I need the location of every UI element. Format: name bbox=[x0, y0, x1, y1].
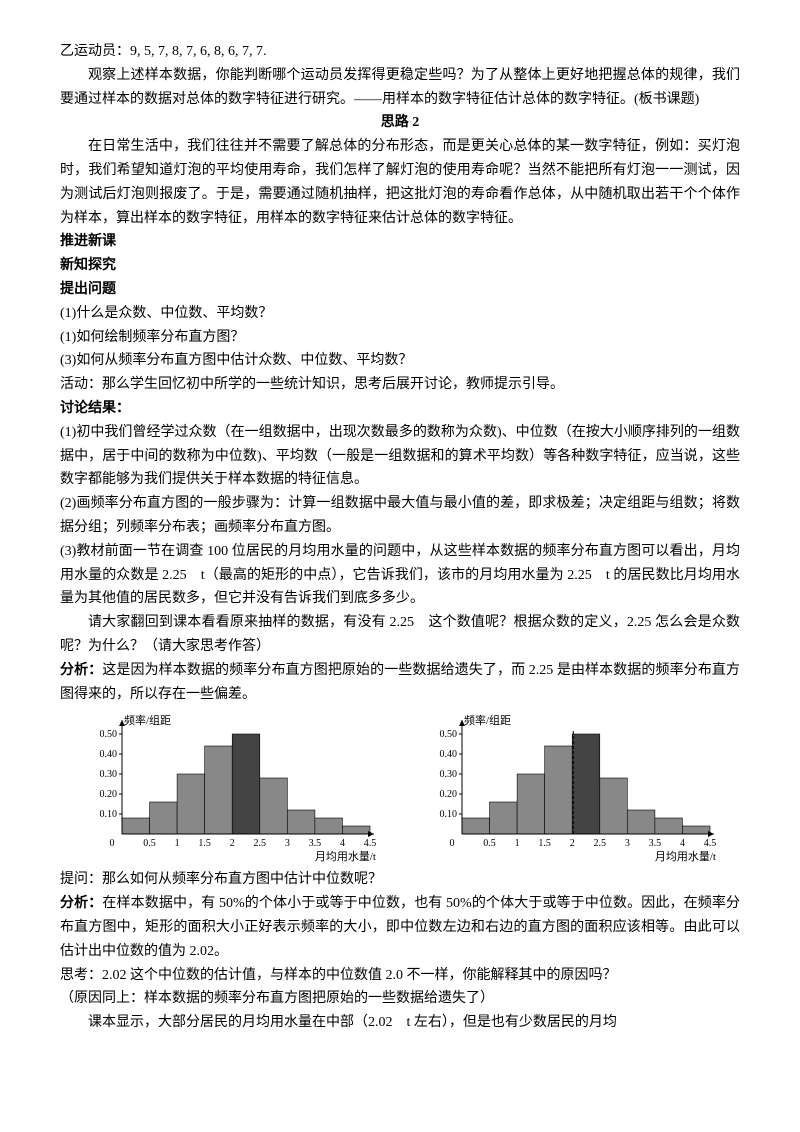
svg-text:0.40: 0.40 bbox=[440, 749, 458, 760]
histogram-right: 0.10 0.20 0.30 0.40 0.50 0.5 1 1.5 2 2.5 3 3.5 4 4.5 0… bbox=[420, 712, 720, 862]
question-1: (1)什么是众数、中位数、平均数？ bbox=[60, 302, 740, 326]
svg-text:0.20: 0.20 bbox=[100, 789, 118, 800]
svg-text:0.50: 0.50 bbox=[100, 729, 118, 740]
analysis-text-1: 这是因为样本数据的频率分布直方图把原始的一些数据给遗失了，而 2.25 是由样本… bbox=[60, 663, 740, 702]
athlete-b-data: 乙运动员：9, 5, 7, 8, 7, 6, 8, 6, 7, 7. bbox=[60, 40, 740, 64]
analysis-1: 分析：这是因为样本数据的频率分布直方图把原始的一些数据给遗失了，而 2.25 是… bbox=[60, 659, 740, 707]
svg-text:3: 3 bbox=[285, 838, 290, 849]
svg-text:1.5: 1.5 bbox=[538, 838, 551, 849]
heading-taolun: 讨论结果： bbox=[60, 397, 740, 421]
svg-text:2: 2 bbox=[230, 838, 235, 849]
svg-text:1: 1 bbox=[515, 838, 520, 849]
svg-text:0.5: 0.5 bbox=[143, 838, 156, 849]
svg-text:2: 2 bbox=[570, 838, 575, 849]
svg-text:0.20: 0.20 bbox=[440, 789, 458, 800]
activity-paragraph: 活动：那么学生回忆初中所学的一些统计知识，思考后展开讨论，教师提示引导。 bbox=[60, 373, 740, 397]
answer-2: (2)画频率分布直方图的一般步骤为：计算一组数据中最大值与最小值的差，即求极差；… bbox=[60, 492, 740, 540]
svg-text:0.40: 0.40 bbox=[100, 749, 118, 760]
answer-1: (1)初中我们曾经学过众数（在一组数据中，出现次数最多的数称为众数)、中位数（在… bbox=[60, 421, 740, 492]
svg-text:3: 3 bbox=[625, 838, 630, 849]
analysis-label-1: 分析： bbox=[60, 663, 102, 678]
heading-tuijin: 推进新课 bbox=[60, 230, 740, 254]
svg-text:月均用水量/t: 月均用水量/t bbox=[655, 850, 716, 862]
silu2-paragraph: 在日常生活中，我们往往并不需要了解总体的分布形态，而是更关心总体的某一数字特征，… bbox=[60, 135, 740, 230]
analysis-text-2: 在样本数据中，有 50%的个体小于或等于中位数，也有 50%的个体大于或等于中位… bbox=[60, 896, 740, 959]
heading-tichu: 提出问题 bbox=[60, 278, 740, 302]
svg-text:1: 1 bbox=[175, 838, 180, 849]
sikao-paragraph: 思考：2.02 这个中位数的估计值，与样本的中位数值 2.0 不一样，你能解释其… bbox=[60, 964, 740, 988]
svg-text:4.5: 4.5 bbox=[704, 838, 717, 849]
question-2: (1)如何绘制频率分布直方图？ bbox=[60, 326, 740, 350]
svg-text:0.30: 0.30 bbox=[100, 769, 118, 780]
heading-silu2: 思路 2 bbox=[60, 111, 740, 135]
svg-text:2.5: 2.5 bbox=[594, 838, 607, 849]
analysis-2: 分析：在样本数据中，有 50%的个体小于或等于中位数，也有 50%的个体大于或等… bbox=[60, 892, 740, 963]
reason-paragraph: （原因同上：样本数据的频率分布直方图把原始的一些数据给遗失了） bbox=[60, 987, 740, 1011]
svg-text:0: 0 bbox=[110, 838, 115, 849]
svg-text:4: 4 bbox=[340, 838, 345, 849]
keben-paragraph: 课本显示，大部分居民的月均用水量在中部（2.02 t 左右），但是也有少数居民的… bbox=[60, 1011, 740, 1035]
histogram-left: 0.10 0.20 0.30 0.40 0.50 0.5 1 1.5 2 2.5 3 3.5 4 4.5 0… bbox=[80, 712, 380, 862]
svg-text:3.5: 3.5 bbox=[309, 838, 322, 849]
analysis-label-2: 分析： bbox=[60, 896, 102, 911]
svg-text:3.5: 3.5 bbox=[649, 838, 662, 849]
svg-text:0: 0 bbox=[450, 838, 455, 849]
svg-text:频率/组距: 频率/组距 bbox=[124, 713, 171, 727]
svg-text:0.50: 0.50 bbox=[440, 729, 458, 740]
intro-paragraph: 观察上述样本数据，你能判断哪个运动员发挥得更稳定些吗？为了从整体上更好地把握总体… bbox=[60, 64, 740, 112]
svg-text:4.5: 4.5 bbox=[364, 838, 377, 849]
question-tiwen: 提问：那么如何从频率分布直方图中估计中位数呢？ bbox=[60, 868, 740, 892]
svg-text:0.10: 0.10 bbox=[440, 809, 458, 820]
svg-text:4: 4 bbox=[680, 838, 685, 849]
heading-xinzhi: 新知探究 bbox=[60, 254, 740, 278]
svg-text:0.10: 0.10 bbox=[100, 809, 118, 820]
histograms-row: 0.100.200.300.400.500.511.522.533.544.50… bbox=[60, 712, 740, 862]
answer-3: (3)教材前面一节在调查 100 位居民的月均用水量的问题中，从这些样本数据的频… bbox=[60, 540, 740, 611]
svg-text:1.5: 1.5 bbox=[198, 838, 211, 849]
svg-text:月均用水量/t: 月均用水量/t bbox=[315, 850, 376, 862]
svg-text:2.5: 2.5 bbox=[254, 838, 267, 849]
svg-text:0.30: 0.30 bbox=[440, 769, 458, 780]
svg-text:0.5: 0.5 bbox=[483, 838, 496, 849]
please-paragraph: 请大家翻回到课本看看原来抽样的数据，有没有 2.25 这个数值呢？根据众数的定义… bbox=[60, 611, 740, 659]
svg-text:频率/组距: 频率/组距 bbox=[464, 713, 511, 727]
question-3: (3)如何从频率分布直方图中估计众数、中位数、平均数？ bbox=[60, 349, 740, 373]
